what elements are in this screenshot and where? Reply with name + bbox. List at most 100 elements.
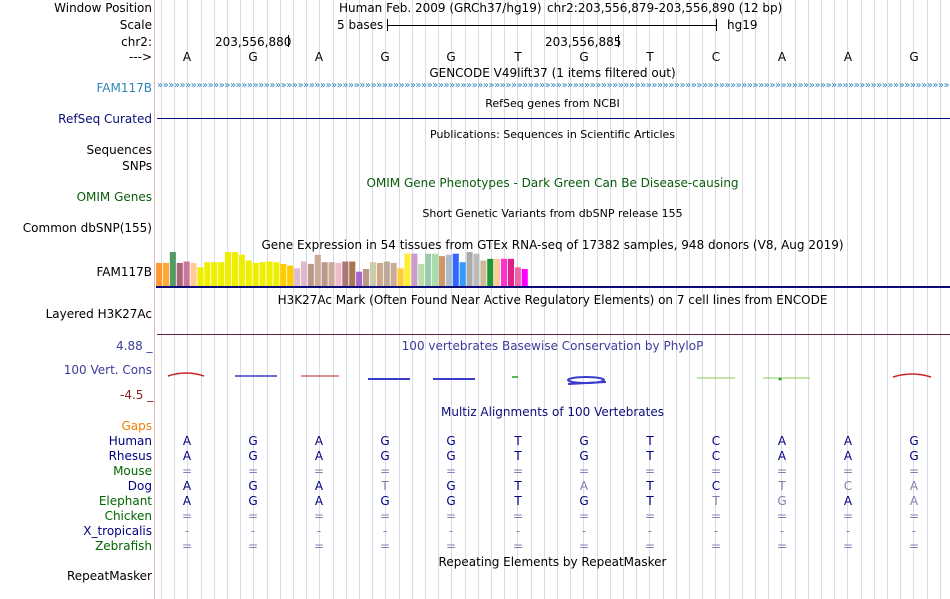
alignment-base: = — [379, 539, 391, 553]
species-label[interactable]: Mouse — [113, 464, 152, 478]
gtex-tissue-bar[interactable] — [176, 262, 183, 286]
alignment-base: = — [842, 464, 854, 478]
gtex-tissue-bar[interactable] — [459, 262, 466, 286]
gtex-gene-label[interactable]: FAM117B — [96, 265, 153, 279]
gtex-expression-chart[interactable] — [0, 0, 950, 300]
species-label[interactable]: Chicken — [104, 509, 152, 523]
h3k27ac-track-title[interactable]: H3K27Ac Mark (Often Found Near Active Re… — [277, 293, 828, 307]
gtex-tissue-bar[interactable] — [280, 263, 287, 286]
gtex-tissue-bar[interactable] — [335, 262, 342, 286]
gtex-tissue-bar[interactable] — [411, 253, 418, 286]
conservation-track-title[interactable]: 100 vertebrates Basewise Conservation by… — [401, 339, 704, 353]
gtex-tissue-bar[interactable] — [190, 262, 197, 286]
sequences-track-label[interactable]: Sequences — [86, 143, 152, 157]
repeatmasker-track-label[interactable]: RepeatMasker — [66, 569, 152, 583]
chr-label: chr2: — [121, 35, 152, 49]
grid-line — [385, 0, 386, 599]
grid-line — [425, 0, 426, 599]
gtex-tissue-bar[interactable] — [404, 253, 411, 286]
grid-line — [478, 0, 479, 599]
gtex-tissue-bar[interactable] — [245, 260, 252, 287]
gtex-track-title[interactable]: Gene Expression in 54 tissues from GTEx … — [261, 238, 844, 252]
gencode-track-title[interactable]: GENCODE V49lift37 (1 items filtered out) — [429, 66, 676, 80]
omim-track-title[interactable]: OMIM Gene Phenotypes - Dark Green Can Be… — [366, 176, 739, 190]
gtex-tissue-bar[interactable] — [300, 261, 307, 287]
refseq-gene-line[interactable] — [157, 118, 950, 119]
gtex-tissue-bar[interactable] — [156, 262, 163, 286]
grid-line — [201, 0, 202, 599]
gtex-tissue-bar[interactable] — [521, 269, 528, 286]
conservation-wiggle[interactable] — [0, 360, 950, 390]
gtex-tissue-bar[interactable] — [225, 252, 232, 286]
gtex-tissue-bar[interactable] — [397, 268, 404, 286]
species-label[interactable]: Dog — [127, 479, 152, 493]
h3k27ac-track-label[interactable]: Layered H3K27Ac — [45, 307, 152, 321]
gtex-tissue-bar[interactable] — [287, 265, 294, 286]
gtex-tissue-bar[interactable] — [369, 262, 376, 286]
gtex-tissue-bar[interactable] — [494, 258, 501, 286]
gtex-tissue-bar[interactable] — [342, 261, 349, 287]
gtex-tissue-bar[interactable] — [390, 262, 397, 286]
repeatmasker-track-title[interactable]: Repeating Elements by RepeatMasker — [438, 555, 667, 569]
gtex-tissue-bar[interactable] — [162, 262, 169, 286]
gtex-tissue-bar[interactable] — [425, 253, 432, 286]
species-label[interactable]: Elephant — [98, 494, 152, 508]
omim-track-label[interactable]: OMIM Genes — [76, 190, 152, 204]
alignment-base: A — [182, 479, 192, 493]
alignment-base: = — [379, 509, 391, 523]
species-label[interactable]: Zebrafish — [95, 539, 152, 553]
gtex-tissue-bar[interactable] — [501, 258, 508, 286]
gtex-tissue-bar[interactable] — [507, 258, 514, 286]
gtex-tissue-bar[interactable] — [211, 262, 218, 286]
snps-track-label[interactable]: SNPs — [122, 159, 152, 173]
gtex-tissue-bar[interactable] — [328, 262, 335, 286]
gtex-tissue-bar[interactable] — [376, 262, 383, 286]
dbsnp-track-label[interactable]: Common dbSNP(155) — [22, 221, 152, 235]
alignment-base: T — [646, 479, 654, 493]
gtex-tissue-bar[interactable] — [231, 252, 238, 286]
gtex-tissue-bar[interactable] — [218, 262, 225, 286]
multiz-track-title[interactable]: Multiz Alignments of 100 Vertebrates — [440, 405, 665, 419]
gtex-tissue-bar[interactable] — [349, 261, 356, 287]
gtex-tissue-bar[interactable] — [197, 267, 204, 286]
gencode-gene-feature[interactable]: »»»»»»»»»»»»»»»»»»»»»»»»»»»»»»»»»»»»»»»»… — [157, 80, 950, 91]
gtex-tissue-bar[interactable] — [383, 261, 390, 287]
species-label[interactable]: Rhesus — [108, 449, 152, 463]
gtex-tissue-bar[interactable] — [238, 254, 245, 286]
gtex-tissue-bar[interactable] — [418, 263, 425, 286]
gtex-tissue-bar[interactable] — [487, 258, 494, 286]
refseq-track-label[interactable]: RefSeq Curated — [58, 112, 152, 126]
species-label[interactable]: Human — [108, 434, 152, 448]
gtex-tissue-bar[interactable] — [294, 268, 301, 286]
gtex-tissue-bar[interactable] — [252, 262, 259, 286]
gtex-tissue-bar[interactable] — [432, 253, 439, 286]
conservation-track-label[interactable]: 100 Vert. Cons — [63, 363, 152, 377]
grid-line — [399, 0, 400, 599]
gtex-tissue-bar[interactable] — [514, 267, 521, 286]
gtex-tissue-bar[interactable] — [266, 261, 273, 287]
gtex-tissue-bar[interactable] — [363, 269, 370, 286]
gtex-tissue-bar[interactable] — [473, 253, 480, 286]
gtex-tissue-bar[interactable] — [183, 261, 190, 287]
dbsnp-track-title[interactable]: Short Genetic Variants from dbSNP releas… — [422, 207, 683, 220]
refseq-track-title[interactable]: RefSeq genes from NCBI — [485, 97, 620, 110]
gtex-tissue-bar[interactable] — [273, 262, 280, 286]
gtex-tissue-bar[interactable] — [307, 263, 314, 286]
gtex-tissue-bar[interactable] — [445, 254, 452, 286]
gtex-tissue-bar[interactable] — [438, 256, 445, 286]
gencode-gene-label[interactable]: FAM117B — [96, 81, 153, 95]
publications-track-title[interactable]: Publications: Sequences in Scientific Ar… — [430, 128, 675, 141]
gtex-tissue-bar[interactable] — [480, 260, 487, 287]
window-position[interactable]: chr2:203,556,879-203,556,890 (12 bp) — [547, 1, 783, 15]
grid-line — [755, 0, 756, 599]
gtex-tissue-bar[interactable] — [321, 262, 328, 286]
alignment-base: T — [778, 479, 786, 493]
species-label[interactable]: X_tropicalis — [83, 524, 152, 538]
gtex-tissue-bar[interactable] — [169, 252, 176, 286]
gtex-tissue-bar[interactable] — [452, 253, 459, 286]
gtex-tissue-bar[interactable] — [356, 271, 363, 286]
gtex-tissue-bar[interactable] — [314, 254, 321, 286]
gtex-tissue-bar[interactable] — [259, 262, 266, 286]
gtex-tissue-bar[interactable] — [204, 262, 211, 286]
gtex-tissue-bar[interactable] — [466, 252, 473, 286]
